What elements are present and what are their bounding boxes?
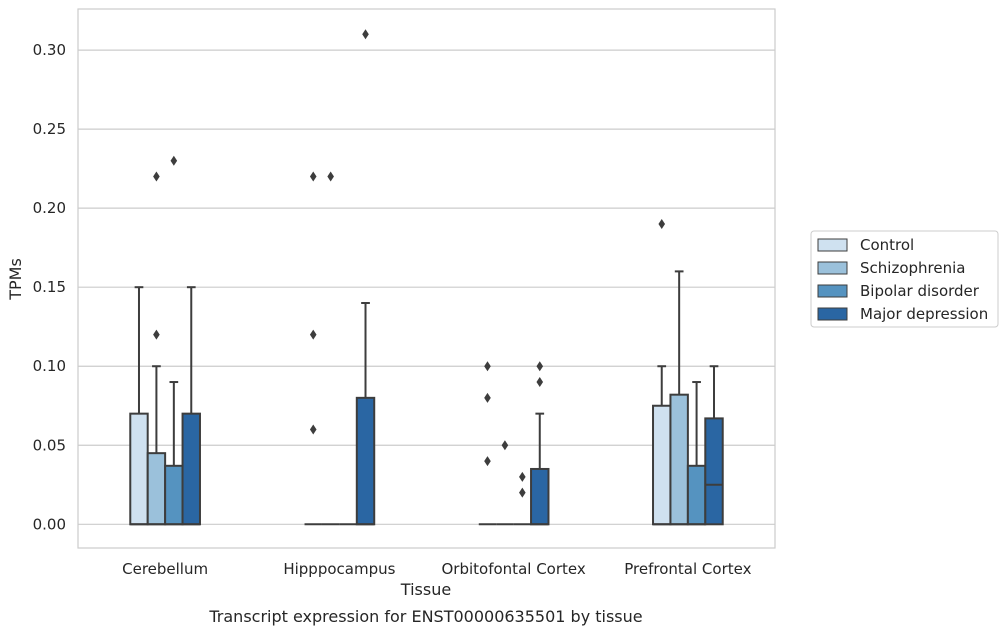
y-tick-label: 0.15 <box>33 278 66 296</box>
chart-caption: Transcript expression for ENST0000063550… <box>208 607 642 626</box>
x-axis-label: Tissue <box>400 580 451 599</box>
box-control <box>129 286 149 526</box>
legend-label: Control <box>860 236 914 254</box>
outlier-point <box>309 424 317 435</box>
outlier-point <box>309 171 317 182</box>
outlier-point <box>658 218 666 229</box>
legend-swatch <box>817 307 848 321</box>
box-series <box>129 29 724 526</box>
box-body <box>146 452 167 526</box>
box-body <box>181 412 201 526</box>
box-control <box>304 171 322 526</box>
legend-swatch <box>817 261 848 275</box>
y-tick-label: 0.25 <box>33 120 66 138</box>
y-tick-label: 0.00 <box>33 515 66 533</box>
outlier-point <box>362 29 369 40</box>
y-tick-label: 0.05 <box>33 436 66 454</box>
y-tick-label: 0.30 <box>33 41 66 59</box>
legend-frame <box>810 230 999 328</box>
outlier-point <box>153 329 160 340</box>
box-body <box>652 404 672 526</box>
box-body <box>164 464 184 526</box>
legend-swatch <box>817 238 848 252</box>
box-major-depression <box>181 286 201 526</box>
outlier-point <box>519 487 526 498</box>
x-tick-label: Hipppocampus <box>283 560 395 578</box>
box-bipolar-disorder <box>513 471 532 526</box>
outlier-point <box>536 361 544 372</box>
box-control <box>652 218 672 526</box>
outlier-point <box>484 392 491 403</box>
outlier-point <box>327 171 334 182</box>
legend-label: Major depression <box>860 305 988 323</box>
legend-label: Schizophrenia <box>860 259 965 277</box>
box-schizophrenia <box>321 171 340 526</box>
box-schizophrenia <box>669 270 689 526</box>
x-axis-ticks: Cerebellum Hipppocampus Orbitofontal Corte… <box>122 560 751 578</box>
box-major-depression <box>355 29 376 526</box>
x-tick-label: Cerebellum <box>122 560 208 578</box>
box-schizophrenia <box>146 171 167 526</box>
y-axis-label: TPMs <box>6 258 25 301</box>
y-axis-ticks: 0.00 0.05 0.10 0.15 0.20 0.25 0.30 <box>33 41 66 533</box>
box-control <box>478 361 497 526</box>
y-tick-label: 0.10 <box>33 357 66 375</box>
legend-swatch <box>817 284 848 298</box>
box-body <box>686 464 707 526</box>
box-body <box>704 417 724 526</box>
box-schizophrenia <box>496 440 514 526</box>
x-tick-label: Orbitofontal Cortex <box>442 560 586 578</box>
outlier-point <box>484 456 491 467</box>
box-body <box>530 467 550 526</box>
outlier-point <box>501 440 509 451</box>
y-tick-label: 0.20 <box>33 199 66 217</box>
outlier-point <box>536 377 544 388</box>
box-major-depression <box>530 361 550 526</box>
legend: Control Schizophrenia Bipolar disorder Majo… <box>810 230 999 328</box>
box-bipolar-disorder <box>164 155 184 526</box>
box-bipolar-disorder <box>686 381 707 526</box>
plot-frame <box>77 8 776 549</box>
outlier-point <box>484 361 491 372</box>
x-tick-label: Prefrontal Cortex <box>624 560 751 578</box>
box-body <box>355 396 376 526</box>
outlier-point <box>519 471 526 482</box>
outlier-point <box>170 155 178 166</box>
box-body <box>669 393 689 526</box>
box-major-depression <box>704 365 724 526</box>
legend-label: Bipolar disorder <box>860 282 980 300</box>
outlier-point <box>309 329 317 340</box>
outlier-point <box>153 171 160 182</box>
box-body <box>129 412 149 526</box>
